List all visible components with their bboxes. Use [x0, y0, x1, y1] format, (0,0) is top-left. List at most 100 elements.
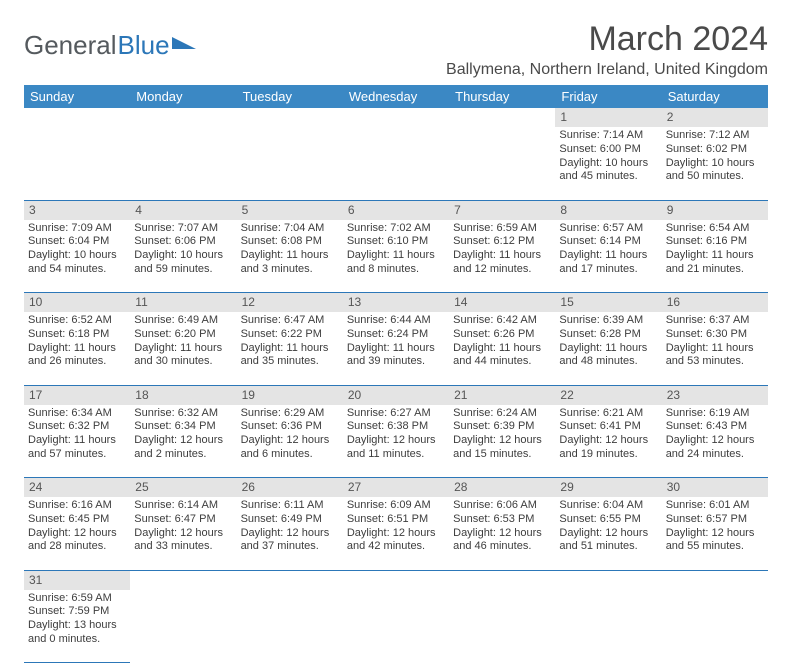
- day-number: [449, 108, 555, 127]
- sunrise-text: Sunrise: 7:07 AM: [134, 222, 232, 236]
- day-number-row: 10111213141516: [24, 293, 768, 313]
- sunset-text: Sunset: 6:08 PM: [241, 235, 339, 249]
- sunset-text: Sunset: 6:18 PM: [28, 328, 126, 342]
- sunset-text: Sunset: 6:57 PM: [666, 513, 764, 527]
- location-text: Ballymena, Northern Ireland, United King…: [446, 61, 768, 79]
- day-number: [237, 108, 343, 127]
- day-cell: Sunrise: 7:14 AMSunset: 6:00 PMDaylight:…: [555, 127, 661, 200]
- day-number: [449, 570, 555, 590]
- daylight-text: Daylight: 10 hours and 54 minutes.: [28, 249, 126, 277]
- sunrise-text: Sunrise: 6:59 AM: [453, 222, 551, 236]
- sunrise-text: Sunrise: 6:49 AM: [134, 314, 232, 328]
- day-cell: Sunrise: 6:06 AMSunset: 6:53 PMDaylight:…: [449, 497, 555, 570]
- daylight-text: Daylight: 12 hours and 24 minutes.: [666, 434, 764, 462]
- daylight-text: Daylight: 11 hours and 44 minutes.: [453, 342, 551, 370]
- sunrise-text: Sunrise: 6:54 AM: [666, 222, 764, 236]
- daylight-text: Daylight: 11 hours and 12 minutes.: [453, 249, 551, 277]
- daylight-text: Daylight: 12 hours and 55 minutes.: [666, 527, 764, 555]
- day-cell: Sunrise: 7:09 AMSunset: 6:04 PMDaylight:…: [24, 220, 130, 293]
- sunset-text: Sunset: 6:20 PM: [134, 328, 232, 342]
- day-cell: Sunrise: 6:32 AMSunset: 6:34 PMDaylight:…: [130, 405, 236, 478]
- day-number: 12: [237, 293, 343, 313]
- sunrise-text: Sunrise: 7:04 AM: [241, 222, 339, 236]
- sunset-text: Sunset: 6:41 PM: [559, 420, 657, 434]
- day-cell: Sunrise: 6:54 AMSunset: 6:16 PMDaylight:…: [662, 220, 768, 293]
- daylight-text: Daylight: 11 hours and 53 minutes.: [666, 342, 764, 370]
- daylight-text: Daylight: 11 hours and 17 minutes.: [559, 249, 657, 277]
- day-cell: Sunrise: 6:14 AMSunset: 6:47 PMDaylight:…: [130, 497, 236, 570]
- sunrise-text: Sunrise: 6:14 AM: [134, 499, 232, 513]
- logo-text-1: General: [24, 30, 117, 61]
- day-cell: Sunrise: 6:44 AMSunset: 6:24 PMDaylight:…: [343, 312, 449, 385]
- daylight-text: Daylight: 11 hours and 26 minutes.: [28, 342, 126, 370]
- day-cell: [130, 590, 236, 663]
- sunset-text: Sunset: 6:45 PM: [28, 513, 126, 527]
- day-header: Tuesday: [237, 85, 343, 108]
- day-cell: [662, 590, 768, 663]
- day-number: 25: [130, 478, 236, 498]
- sunset-text: Sunset: 6:47 PM: [134, 513, 232, 527]
- sunrise-text: Sunrise: 6:59 AM: [28, 592, 126, 606]
- day-number: 4: [130, 200, 236, 220]
- sunrise-text: Sunrise: 6:21 AM: [559, 407, 657, 421]
- sunset-text: Sunset: 6:16 PM: [666, 235, 764, 249]
- daylight-text: Daylight: 12 hours and 6 minutes.: [241, 434, 339, 462]
- daylight-text: Daylight: 12 hours and 37 minutes.: [241, 527, 339, 555]
- sunset-text: Sunset: 6:30 PM: [666, 328, 764, 342]
- daylight-text: Daylight: 11 hours and 8 minutes.: [347, 249, 445, 277]
- sunrise-text: Sunrise: 6:04 AM: [559, 499, 657, 513]
- day-number: 19: [237, 385, 343, 405]
- day-number: 13: [343, 293, 449, 313]
- daylight-text: Daylight: 10 hours and 59 minutes.: [134, 249, 232, 277]
- day-cell: [555, 590, 661, 663]
- day-cell: [237, 127, 343, 200]
- sunset-text: Sunset: 6:22 PM: [241, 328, 339, 342]
- calendar-body: 12 Sunrise: 7:14 AMSunset: 6:00 PMDayligh…: [24, 108, 768, 663]
- sunset-text: Sunset: 6:26 PM: [453, 328, 551, 342]
- day-number: 24: [24, 478, 130, 498]
- sunrise-text: Sunrise: 6:42 AM: [453, 314, 551, 328]
- day-number: 2: [662, 108, 768, 127]
- day-number: 9: [662, 200, 768, 220]
- sunset-text: Sunset: 6:06 PM: [134, 235, 232, 249]
- day-cell: Sunrise: 6:37 AMSunset: 6:30 PMDaylight:…: [662, 312, 768, 385]
- day-cell: Sunrise: 7:02 AMSunset: 6:10 PMDaylight:…: [343, 220, 449, 293]
- day-number: 28: [449, 478, 555, 498]
- day-number-row: 24252627282930: [24, 478, 768, 498]
- day-number: [343, 570, 449, 590]
- day-number: 11: [130, 293, 236, 313]
- day-number: 29: [555, 478, 661, 498]
- daylight-text: Daylight: 12 hours and 19 minutes.: [559, 434, 657, 462]
- sunset-text: Sunset: 6:32 PM: [28, 420, 126, 434]
- sunrise-text: Sunrise: 6:47 AM: [241, 314, 339, 328]
- sunrise-text: Sunrise: 6:44 AM: [347, 314, 445, 328]
- day-cell: Sunrise: 6:21 AMSunset: 6:41 PMDaylight:…: [555, 405, 661, 478]
- sunrise-text: Sunrise: 7:09 AM: [28, 222, 126, 236]
- day-number: 14: [449, 293, 555, 313]
- day-cell: Sunrise: 6:27 AMSunset: 6:38 PMDaylight:…: [343, 405, 449, 478]
- sunrise-text: Sunrise: 6:27 AM: [347, 407, 445, 421]
- title-block: March 2024 Ballymena, Northern Ireland, …: [446, 20, 768, 79]
- day-number: [343, 108, 449, 127]
- day-number: 3: [24, 200, 130, 220]
- day-number: [237, 570, 343, 590]
- day-number: 10: [24, 293, 130, 313]
- day-cell: [24, 127, 130, 200]
- sunset-text: Sunset: 6:51 PM: [347, 513, 445, 527]
- logo-text-2: Blue: [118, 30, 170, 61]
- sunset-text: Sunset: 6:24 PM: [347, 328, 445, 342]
- day-cell: Sunrise: 6:29 AMSunset: 6:36 PMDaylight:…: [237, 405, 343, 478]
- day-cell: Sunrise: 6:19 AMSunset: 6:43 PMDaylight:…: [662, 405, 768, 478]
- sunset-text: Sunset: 6:38 PM: [347, 420, 445, 434]
- day-content-row: Sunrise: 6:59 AMSunset: 7:59 PMDaylight:…: [24, 590, 768, 663]
- sunrise-text: Sunrise: 6:29 AM: [241, 407, 339, 421]
- sunrise-text: Sunrise: 6:09 AM: [347, 499, 445, 513]
- day-header: Wednesday: [343, 85, 449, 108]
- day-header: Monday: [130, 85, 236, 108]
- daylight-text: Daylight: 12 hours and 15 minutes.: [453, 434, 551, 462]
- daylight-text: Daylight: 11 hours and 39 minutes.: [347, 342, 445, 370]
- daylight-text: Daylight: 12 hours and 33 minutes.: [134, 527, 232, 555]
- sunrise-text: Sunrise: 6:34 AM: [28, 407, 126, 421]
- sunset-text: Sunset: 6:39 PM: [453, 420, 551, 434]
- day-cell: Sunrise: 6:57 AMSunset: 6:14 PMDaylight:…: [555, 220, 661, 293]
